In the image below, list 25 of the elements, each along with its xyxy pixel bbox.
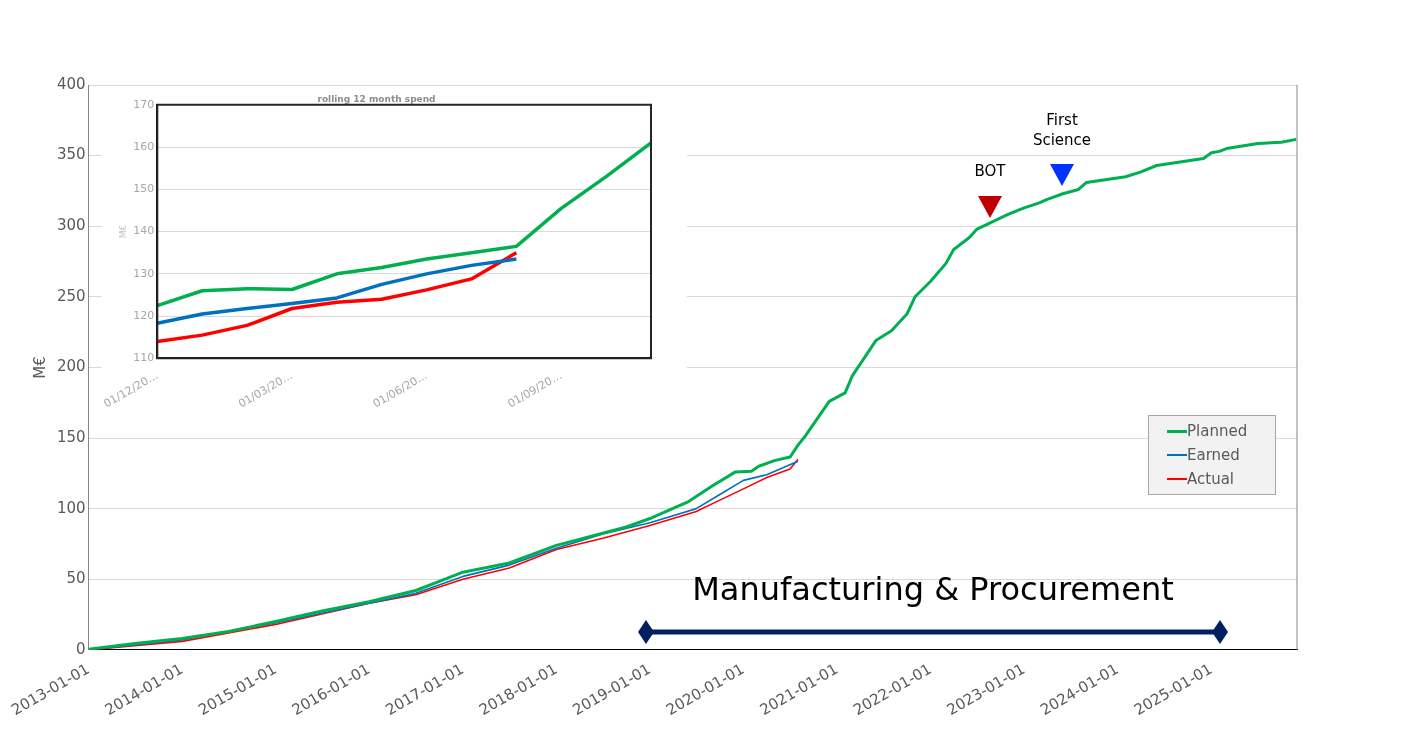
legend-label: Planned (1187, 422, 1248, 440)
y-tick-label: 250 (56, 286, 86, 305)
y-tick-label: 200 (56, 357, 86, 376)
annotation: Manufacturing & Procurement (691, 569, 1175, 610)
y-tick-label: 400 (56, 74, 86, 93)
y-tick-label: 100 (56, 498, 86, 517)
y-tick-label: 160 (133, 139, 155, 153)
annotation: First Science (1031, 110, 1093, 151)
y-axis-title: M€ (30, 356, 49, 379)
legend-label: Earned (1187, 446, 1240, 464)
y-axis-title: M€ (118, 224, 129, 239)
y-tick-label: 350 (56, 145, 86, 164)
y-tick-label: 170 (133, 97, 155, 111)
y-tick-label: 130 (133, 266, 155, 280)
y-tick-label: 300 (56, 216, 86, 235)
y-tick-label: 150 (56, 427, 86, 446)
y-tick-label: 150 (133, 182, 155, 196)
y-tick-label: 50 (66, 569, 86, 588)
legend-label: Actual (1187, 470, 1234, 488)
y-tick-label: 110 (133, 351, 155, 365)
y-tick-label: 140 (133, 224, 155, 238)
chart-title: rolling 12 month spend (317, 93, 436, 104)
annotation: BOT (973, 161, 1007, 182)
y-tick-label: 0 (76, 639, 86, 658)
y-tick-label: 120 (133, 308, 155, 322)
